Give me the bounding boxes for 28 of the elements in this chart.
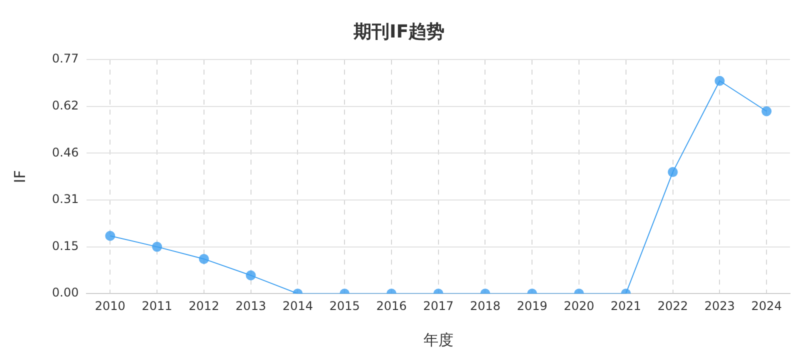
x-tick-label: 2021 xyxy=(610,298,642,313)
x-tick-label: 2014 xyxy=(282,298,313,313)
y-tick-label: 0.31 xyxy=(52,192,79,206)
point xyxy=(762,106,772,116)
x-axis-title: 年度 xyxy=(423,330,454,349)
x-tick-label: 2013 xyxy=(236,298,266,313)
x-tick-label: 2024 xyxy=(751,298,782,313)
y-tick-label: 0.15 xyxy=(52,238,79,253)
x-tick-label: 2012 xyxy=(188,298,220,313)
y-axis-title: IF xyxy=(10,170,29,184)
y-tick-label: 0.77 xyxy=(52,52,79,66)
y-tick-label: 0.46 xyxy=(52,145,79,160)
x-tick-label: 2011 xyxy=(142,298,172,313)
point xyxy=(105,230,116,241)
x-tick-label: 2010 xyxy=(94,298,126,313)
x-tick-label: 2018 xyxy=(470,298,501,313)
x-tick-label: 2023 xyxy=(704,298,735,313)
x-tick-label: 2022 xyxy=(658,298,688,313)
x-tick-label: 2016 xyxy=(376,298,407,313)
point xyxy=(668,167,678,178)
y-tick-label: 0.62 xyxy=(52,98,79,113)
x-tick-label: 2017 xyxy=(423,298,454,313)
x-tick-label: 2020 xyxy=(564,298,594,313)
x-tick-label: 2019 xyxy=(516,298,548,313)
x-tick-label: 2015 xyxy=(329,298,360,313)
point xyxy=(714,76,725,86)
chart-title: 期刊IF趋势 xyxy=(352,21,444,42)
y-tick-label: 0.00 xyxy=(52,286,79,300)
